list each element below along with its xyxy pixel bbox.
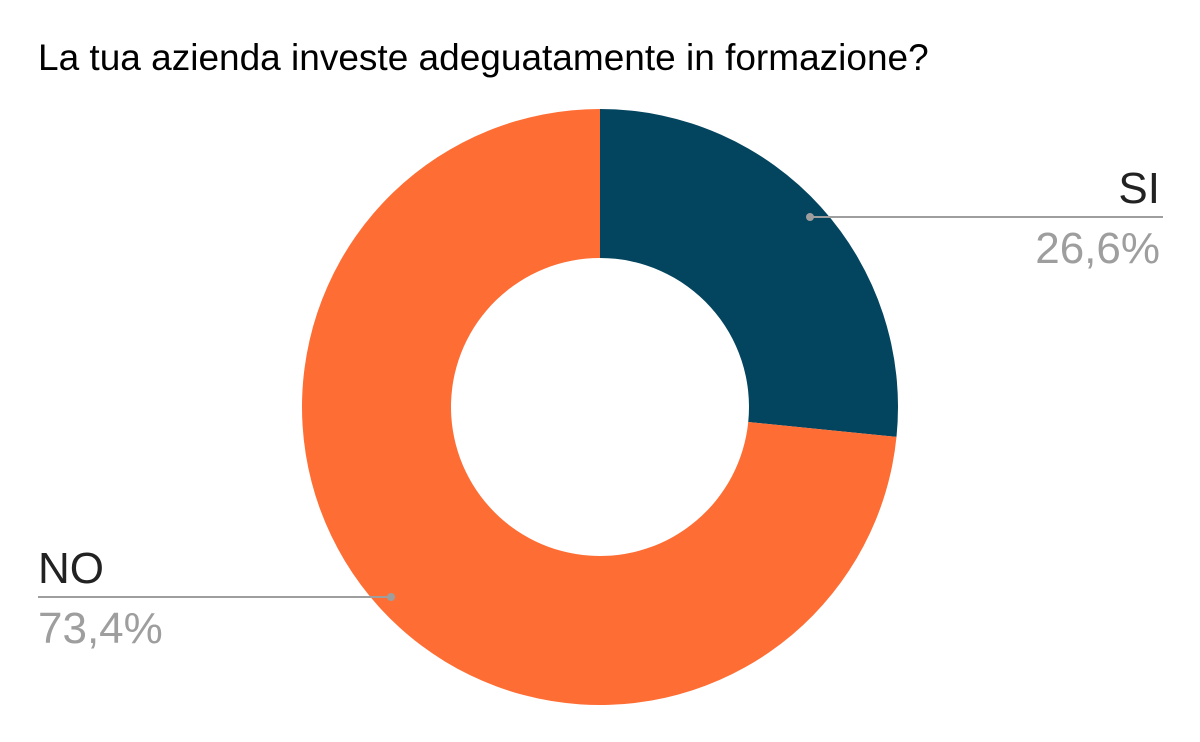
slice-label-si: SI: [1118, 164, 1160, 213]
slice-no: [302, 109, 897, 706]
slice-value-no: 73,4%: [38, 604, 163, 653]
slice-si: [600, 109, 898, 437]
slice-label-no: NO: [38, 544, 104, 593]
donut-slices: [302, 109, 898, 706]
leader-dot-no: [387, 593, 395, 601]
slice-value-si: 26,6%: [1035, 224, 1160, 273]
chart-title: La tua azienda investe adeguatamente in …: [38, 37, 929, 78]
slice-labels: SI 26,6% NO 73,4%: [38, 164, 1163, 653]
leader-dot-si: [806, 213, 814, 221]
